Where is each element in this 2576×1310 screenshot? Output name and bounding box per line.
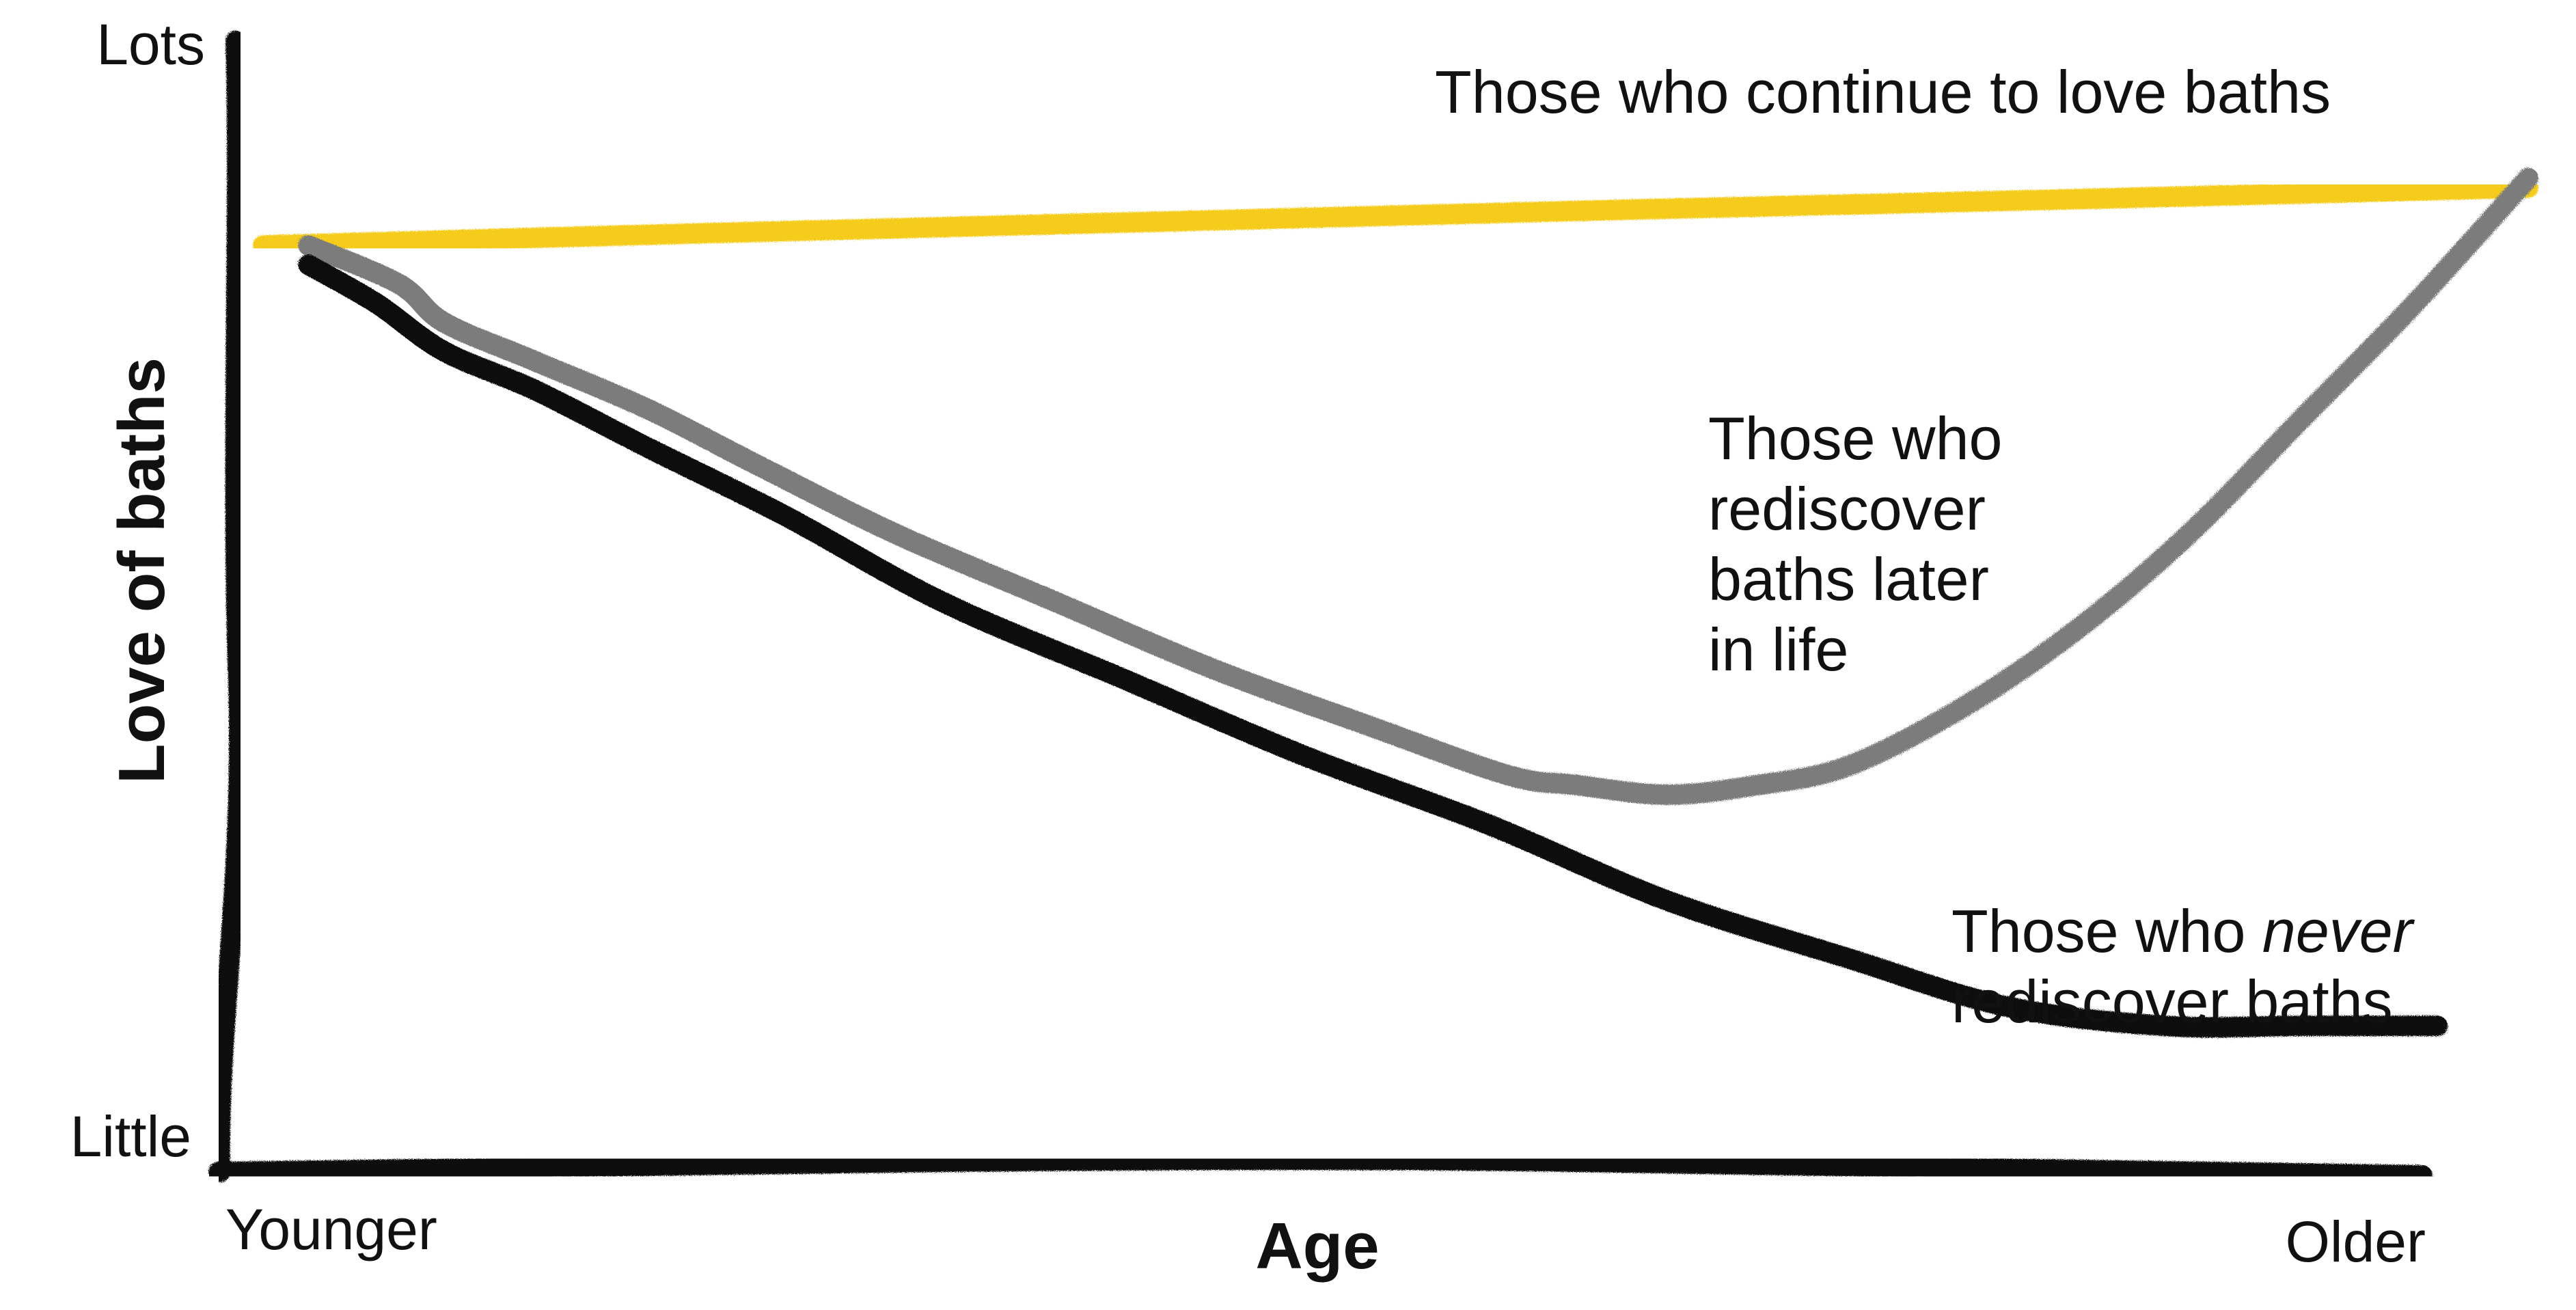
annotation-rediscover: Those who rediscover baths later in life — [1708, 405, 2019, 683]
annotation-never-emphasis: never — [2262, 897, 2415, 965]
series-line-never — [298, 254, 2448, 1038]
y-axis-title: Love of baths — [105, 357, 178, 784]
annotation-rediscover-line-4: in life — [1708, 616, 1848, 683]
x-tick-label-left: Younger — [225, 1197, 437, 1261]
y-axis-line — [209, 31, 250, 1182]
annotation-rediscover-line-3: baths later — [1708, 545, 1989, 613]
y-tick-label-top: Lots — [96, 12, 205, 77]
annotation-never-line-2: rediscover baths — [1951, 968, 2393, 1035]
series-line-continue — [253, 177, 2538, 256]
annotation-continue: Those who continue to love baths — [1435, 58, 2331, 126]
annotation-rediscover-line-2: rediscover — [1708, 475, 1986, 543]
series-line-rediscover — [298, 167, 2538, 805]
annotation-never-line-1: Those who — [1951, 897, 2262, 965]
x-axis-line — [208, 1149, 2433, 1186]
annotation-never: Those who never rediscover baths — [1951, 897, 2430, 1035]
annotation-rediscover-line-1: Those who — [1708, 405, 2002, 472]
series-layer — [253, 167, 2538, 1038]
y-tick-label-bottom: Little — [70, 1104, 191, 1169]
x-tick-label-right: Older — [2286, 1210, 2426, 1274]
x-axis-title: Age — [1255, 1210, 1379, 1283]
